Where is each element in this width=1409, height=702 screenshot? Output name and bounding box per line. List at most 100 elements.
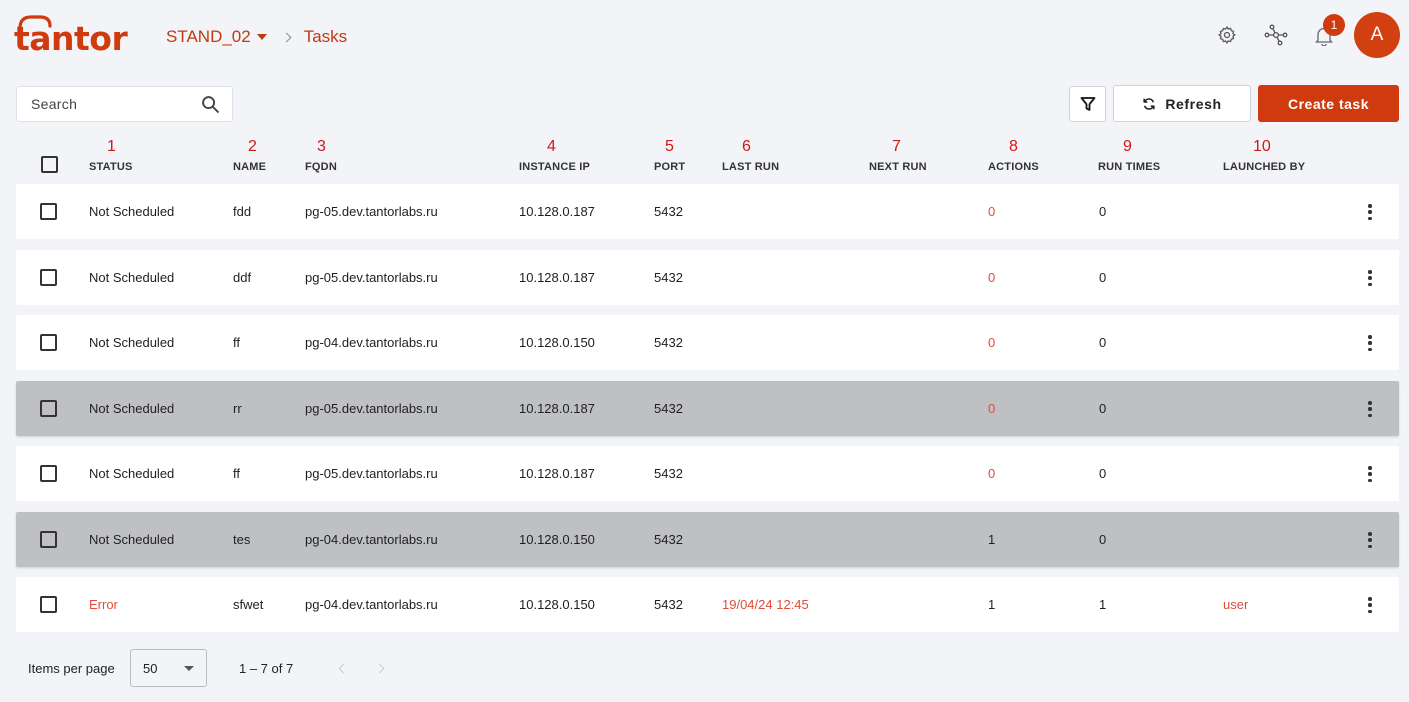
cell-actions: 0	[988, 204, 996, 219]
cell-actions: 0	[988, 270, 996, 285]
column-header-port[interactable]: PORT	[654, 161, 686, 173]
network-icon	[1264, 24, 1288, 46]
stand-selector[interactable]: STAND_02	[166, 27, 267, 47]
cell-launched-by: user	[1223, 597, 1249, 612]
column-number: 9	[1123, 138, 1132, 155]
more-vert-icon[interactable]	[1366, 268, 1374, 288]
select-all-checkbox[interactable]	[41, 156, 58, 173]
cell-fqdn: pg-05.dev.tantorlabs.ru	[305, 270, 438, 285]
items-per-page-select[interactable]: 50	[130, 649, 207, 687]
column-number: 5	[665, 138, 674, 155]
table-row[interactable]: Not Scheduled ff pg-04.dev.tantorlabs.ru 10…	[16, 315, 1399, 370]
column-header-name[interactable]: NAME	[233, 161, 267, 173]
cell-instance-ip: 10.128.0.150	[519, 532, 595, 547]
cell-port: 5432	[654, 466, 683, 481]
column-header-run-times[interactable]: RUN TIMES	[1098, 161, 1161, 173]
column-header-actions[interactable]: ACTIONS	[988, 161, 1039, 173]
refresh-button[interactable]: Refresh	[1113, 85, 1251, 122]
search-input[interactable]	[31, 96, 191, 112]
cell-run-times: 0	[1099, 204, 1107, 219]
column-number: 6	[742, 138, 751, 155]
cell-actions: 0	[988, 401, 996, 416]
cell-name: sfwet	[233, 597, 264, 612]
column-number: 2	[248, 138, 257, 155]
topology-button[interactable]	[1261, 20, 1291, 50]
chevron-left-icon	[338, 663, 348, 673]
cell-actions: 1	[988, 597, 996, 612]
cell-actions: 1	[988, 532, 996, 547]
more-vert-icon[interactable]	[1366, 202, 1374, 222]
table-row[interactable]: Not Scheduled fdd pg-05.dev.tantorlabs.ru 1…	[16, 184, 1399, 239]
breadcrumb: STAND_02 Tasks	[166, 27, 347, 47]
table-row[interactable]: Not Scheduled ddf pg-05.dev.tantorlabs.ru 1…	[16, 250, 1399, 305]
cell-instance-ip: 10.128.0.187	[519, 204, 595, 219]
cell-instance-ip: 10.128.0.150	[519, 597, 595, 612]
cell-fqdn: pg-05.dev.tantorlabs.ru	[305, 466, 438, 481]
row-checkbox[interactable]	[40, 334, 57, 351]
more-vert-icon[interactable]	[1366, 464, 1374, 484]
cell-status: Not Scheduled	[89, 204, 175, 219]
cell-fqdn: pg-05.dev.tantorlabs.ru	[305, 204, 438, 219]
column-number: 4	[547, 138, 556, 155]
cell-status: Not Scheduled	[89, 270, 175, 285]
table-row[interactable]: Not Scheduled ff pg-05.dev.tantorlabs.ru 10…	[16, 446, 1399, 501]
page-title: Tasks	[303, 27, 348, 46]
previous-page-button[interactable]	[334, 659, 352, 677]
cell-run-times: 0	[1099, 335, 1107, 350]
table-row[interactable]: Not Scheduled rr pg-05.dev.tantorlabs.ru 10…	[16, 381, 1399, 436]
settings-button[interactable]	[1212, 20, 1242, 50]
caret-down-icon	[184, 666, 194, 671]
cell-status: Not Scheduled	[89, 335, 175, 350]
cell-port: 5432	[654, 270, 683, 285]
cell-run-times: 1	[1099, 597, 1107, 612]
column-number: 8	[1009, 138, 1018, 155]
row-checkbox[interactable]	[40, 596, 57, 613]
items-per-page-value: 50	[143, 660, 158, 676]
column-number: 10	[1253, 138, 1271, 155]
filter-button[interactable]	[1069, 86, 1106, 122]
column-header-instance-ip[interactable]: INSTANCE IP	[519, 161, 591, 173]
cell-instance-ip: 10.128.0.187	[519, 401, 595, 416]
search-icon[interactable]	[201, 95, 220, 114]
cell-fqdn: pg-04.dev.tantorlabs.ru	[305, 597, 438, 612]
pagination-range: 1 – 7 of 7	[239, 661, 294, 676]
row-checkbox[interactable]	[40, 203, 57, 220]
more-vert-icon[interactable]	[1366, 595, 1374, 615]
cell-port: 5432	[654, 401, 683, 416]
table-row[interactable]: Error sfwet pg-04.dev.tantorlabs.ru 10.128.…	[16, 577, 1399, 632]
create-task-button[interactable]: Create task	[1258, 85, 1399, 122]
column-header-fqdn[interactable]: FQDN	[305, 161, 337, 173]
cell-run-times: 0	[1099, 401, 1107, 416]
caret-down-icon	[256, 34, 267, 40]
column-header-status[interactable]: STATUS	[89, 161, 133, 173]
refresh-icon	[1143, 97, 1155, 110]
avatar[interactable]: A	[1354, 12, 1400, 58]
filter-icon	[1080, 97, 1095, 111]
column-header-launched-by[interactable]: LAUNCHED BY	[1223, 161, 1306, 173]
cell-name: ff	[233, 466, 240, 481]
column-header-next-run[interactable]: NEXT RUN	[869, 161, 927, 173]
cell-name: ddf	[233, 270, 252, 285]
chevron-right-icon	[281, 32, 292, 42]
items-per-page-label: Items per page	[28, 661, 115, 676]
row-checkbox[interactable]	[40, 269, 57, 286]
column-header-last-run[interactable]: LAST RUN	[722, 161, 780, 173]
search-box	[16, 86, 233, 122]
next-page-button[interactable]	[370, 659, 388, 677]
cell-status: Not Scheduled	[89, 401, 175, 416]
row-checkbox[interactable]	[40, 465, 57, 482]
more-vert-icon[interactable]	[1366, 333, 1374, 353]
cell-name: ff	[233, 335, 240, 350]
row-checkbox[interactable]	[40, 531, 57, 548]
table-row[interactable]: Not Scheduled tes pg-04.dev.tantorlabs.ru 1…	[16, 512, 1399, 567]
cell-run-times: 0	[1099, 532, 1107, 547]
cell-fqdn: pg-04.dev.tantorlabs.ru	[305, 335, 438, 350]
gear-icon	[1217, 25, 1236, 45]
logo-text: tantor	[14, 19, 128, 58]
row-checkbox[interactable]	[40, 400, 57, 417]
cell-port: 5432	[654, 335, 683, 350]
cell-instance-ip: 10.128.0.150	[519, 335, 595, 350]
cell-fqdn: pg-05.dev.tantorlabs.ru	[305, 401, 438, 416]
more-vert-icon[interactable]	[1366, 530, 1374, 550]
more-vert-icon[interactable]	[1366, 399, 1374, 419]
